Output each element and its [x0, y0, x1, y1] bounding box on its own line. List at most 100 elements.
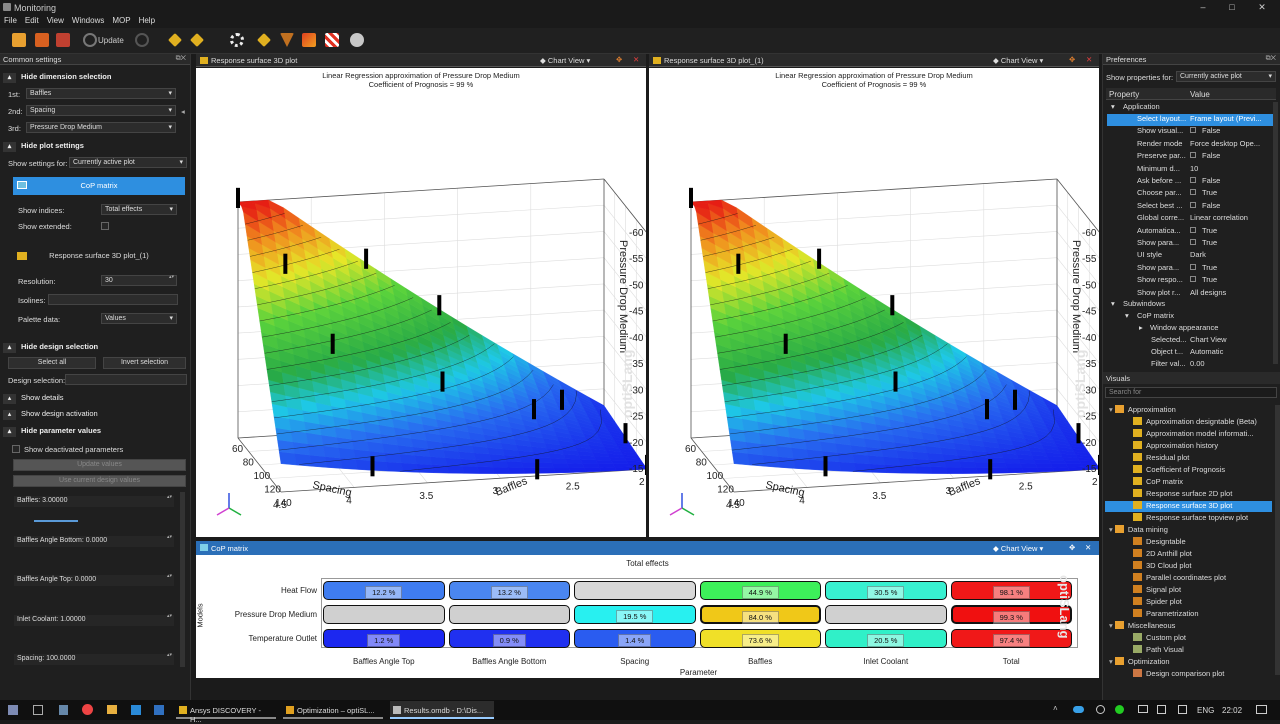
expand-icon[interactable]: ▾: [1109, 657, 1115, 666]
hide-design-selection[interactable]: Hide design selection: [3, 342, 98, 353]
prefs-cop-matrix[interactable]: ▾ CoP matrix: [1125, 311, 1174, 320]
wifi-icon[interactable]: [1157, 705, 1166, 714]
cop-cell[interactable]: [323, 605, 445, 624]
visual-item[interactable]: Designtable: [1105, 537, 1272, 548]
visual-group[interactable]: ▾ Approximation: [1109, 405, 1176, 414]
volume-icon[interactable]: [1178, 705, 1187, 714]
pref-row[interactable]: Select layout... Frame layout (Previ...: [1107, 114, 1275, 126]
pref-checkbox[interactable]: [1190, 263, 1196, 270]
visual-group[interactable]: ▾ Optimization: [1109, 657, 1170, 666]
show-settings-for-select[interactable]: Currently active plot: [69, 157, 187, 168]
maximize-icon[interactable]: □: [1229, 2, 1235, 12]
visual-item[interactable]: Parallel coordinates plot: [1105, 573, 1272, 584]
pref-value[interactable]: Force desktop Ope...: [1190, 138, 1261, 148]
expand-icon[interactable]: ▾: [1109, 405, 1115, 414]
visual-item[interactable]: Path Visual: [1105, 645, 1272, 656]
plot-1-close-icon[interactable]: ✕: [633, 55, 640, 64]
visual-item[interactable]: 3D Cloud plot: [1105, 561, 1272, 572]
visuals-scrollbar[interactable]: [1275, 405, 1280, 675]
pref-checkbox[interactable]: [1190, 177, 1196, 183]
pref-checkbox[interactable]: [1190, 226, 1196, 233]
update-values-button[interactable]: Update values: [13, 459, 186, 471]
word-icon[interactable]: [154, 705, 164, 715]
prefs-close-icon[interactable]: ⧉✕: [1265, 55, 1276, 62]
menu-mop[interactable]: MOP: [112, 16, 131, 25]
prefs-window-appearance[interactable]: ▸ Window appearance: [1139, 323, 1219, 332]
plot-1-tab[interactable]: Response surface 3D plot: [211, 56, 298, 65]
pref-row[interactable]: Automatica... True: [1107, 226, 1275, 238]
visuals-search-input[interactable]: Search for: [1105, 387, 1277, 398]
notification-icon[interactable]: [1256, 705, 1267, 714]
plot-1-pin-icon[interactable]: ✥: [616, 55, 623, 64]
pref-value[interactable]: True: [1202, 225, 1218, 235]
plot-2-chart-view[interactable]: ◆ Chart View ▾: [993, 56, 1044, 65]
visual-item[interactable]: Spider plot: [1105, 597, 1272, 608]
pref-value[interactable]: False: [1202, 151, 1221, 161]
cop-cell[interactable]: 13.2 %: [448, 581, 570, 600]
cop-matrix-settings-item[interactable]: CoP matrix: [13, 177, 185, 195]
onedrive-icon[interactable]: [1073, 706, 1084, 713]
pref-sub-row[interactable]: Selected... Chart View: [1107, 335, 1275, 347]
cop-cell[interactable]: 20.5 %: [825, 629, 947, 648]
visual-item[interactable]: Residual plot: [1105, 453, 1272, 464]
pref-value[interactable]: True: [1202, 262, 1218, 272]
show-design-activation-toggle[interactable]: Show design activation: [3, 409, 98, 420]
pref-value[interactable]: True: [1202, 275, 1218, 285]
use-current-values-button[interactable]: Use current design values: [13, 475, 186, 487]
cop-cell[interactable]: [448, 605, 570, 624]
param-inlet-coolant[interactable]: Inlet Coolant: 1.00000: [14, 613, 174, 626]
visual-group[interactable]: ▾ Miscellaneous: [1109, 621, 1175, 630]
transform-icon[interactable]: [302, 33, 316, 47]
menu-file[interactable]: File: [4, 16, 17, 25]
pref-row[interactable]: Minimum d... 10: [1107, 164, 1275, 176]
show-deactivated-checkbox[interactable]: [12, 445, 20, 453]
expand-icon[interactable]: ▾: [1109, 525, 1115, 534]
pref-value[interactable]: All designs: [1190, 287, 1227, 297]
pref-row[interactable]: Ask before ... False: [1107, 176, 1275, 188]
cop-cell[interactable]: 0.9 %: [448, 629, 570, 648]
visual-item[interactable]: Approximation designtable (Beta): [1105, 417, 1272, 428]
resolution-stepper[interactable]: 30: [101, 274, 177, 286]
pref-checkbox[interactable]: [1190, 189, 1196, 196]
param-spacing[interactable]: Spacing: 100.0000: [14, 652, 174, 665]
left-scrollbar[interactable]: [180, 492, 185, 667]
pref-checkbox[interactable]: [1190, 201, 1196, 208]
cop-cell[interactable]: 44.9 %: [699, 581, 821, 600]
show-details-toggle[interactable]: Show details: [3, 393, 64, 404]
cop-cell[interactable]: 73.6 %: [699, 629, 821, 648]
gear-icon[interactable]: [230, 33, 244, 47]
explorer-icon[interactable]: [107, 705, 117, 714]
cop-cell[interactable]: 1.4 %: [574, 629, 696, 648]
diamond-dropdown-icon[interactable]: [190, 33, 204, 47]
prefs-subwindows[interactable]: ▾ Subwindows: [1111, 299, 1166, 308]
open-icon[interactable]: [12, 33, 26, 47]
fork-icon[interactable]: [280, 33, 294, 47]
pref-row[interactable]: Global corre... Linear correlation: [1107, 213, 1275, 225]
pref-checkbox[interactable]: [1190, 152, 1196, 159]
pref-sub-value[interactable]: Chart View: [1190, 335, 1227, 344]
cop-chart-view[interactable]: ◆ Chart View ▾: [993, 544, 1044, 553]
cop-close-icon[interactable]: ✕: [1085, 543, 1092, 552]
show-indices-select[interactable]: Total effects: [101, 204, 177, 215]
pref-sub-row[interactable]: Object t... Automatic: [1107, 347, 1275, 359]
dim-select-1[interactable]: Baffles: [26, 88, 176, 99]
files-icon[interactable]: [59, 705, 68, 715]
pref-value[interactable]: True: [1202, 188, 1218, 198]
cop-cell[interactable]: 97.4 %: [950, 629, 1072, 648]
pref-checkbox[interactable]: [1190, 276, 1196, 283]
pref-value[interactable]: Dark: [1190, 250, 1206, 260]
visual-item[interactable]: 2D Anthill plot: [1105, 549, 1272, 560]
cop-cell[interactable]: 30.5 %: [825, 581, 947, 600]
cop-matrix-canvas[interactable]: Total effects Models 12.2 % 13.2 % 44.9 % 3…: [196, 555, 1099, 678]
pref-value[interactable]: 10: [1190, 163, 1199, 173]
visual-group[interactable]: ▾ Data mining: [1109, 525, 1168, 534]
cop-tab[interactable]: CoP matrix: [211, 544, 248, 553]
pref-row[interactable]: UI style Dark: [1107, 250, 1275, 262]
menu-view[interactable]: View: [46, 16, 64, 25]
start-icon[interactable]: [8, 705, 18, 715]
cop-cell[interactable]: 84.0 %: [699, 605, 821, 624]
plot-2-pin-icon[interactable]: ✥: [1069, 55, 1076, 64]
plot-2-canvas[interactable]: -60 -55 -50 -45 -40 -35 -30 -25 -20 -15 60 80 100 120…: [649, 68, 1102, 537]
task-view-icon[interactable]: [33, 705, 43, 715]
param-baffles-angle-top[interactable]: Baffles Angle Top: 0.0000: [14, 573, 174, 586]
